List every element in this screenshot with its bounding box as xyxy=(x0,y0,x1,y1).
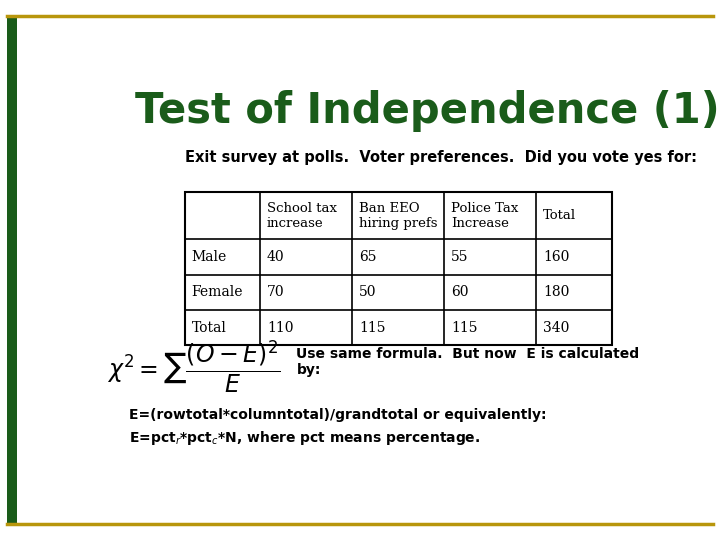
Text: E=(rowtotal*columntotal)/grandtotal or equivalently:: E=(rowtotal*columntotal)/grandtotal or e… xyxy=(129,408,546,422)
Text: 70: 70 xyxy=(267,286,284,300)
Text: Police Tax
Increase: Police Tax Increase xyxy=(451,201,518,229)
Text: 40: 40 xyxy=(267,250,284,264)
Text: 110: 110 xyxy=(267,321,293,335)
Text: Test of Independence (1): Test of Independence (1) xyxy=(135,90,719,132)
Text: E=pct$_r$*pct$_c$*N, where pct means percentage.: E=pct$_r$*pct$_c$*N, where pct means per… xyxy=(129,429,480,447)
Text: Use same formula.  But now  E is calculated
by:: Use same formula. But now E is calculate… xyxy=(297,347,639,377)
Bar xyxy=(185,192,612,346)
Text: Total: Total xyxy=(543,209,576,222)
Text: School tax
increase: School tax increase xyxy=(267,201,337,229)
Text: 65: 65 xyxy=(359,250,377,264)
Text: 160: 160 xyxy=(543,250,570,264)
Text: 115: 115 xyxy=(451,321,477,335)
Text: Ban EEO
hiring prefs: Ban EEO hiring prefs xyxy=(359,201,438,229)
Text: $\chi^2 = \sum\dfrac{(O-E)^2}{E}$: $\chi^2 = \sum\dfrac{(O-E)^2}{E}$ xyxy=(107,338,280,395)
Text: Male: Male xyxy=(192,250,227,264)
Text: 340: 340 xyxy=(543,321,570,335)
Text: Exit survey at polls.  Voter preferences.  Did you vote yes for:: Exit survey at polls. Voter preferences.… xyxy=(185,150,697,165)
Text: Total: Total xyxy=(192,321,226,335)
Text: 50: 50 xyxy=(359,286,377,300)
Text: 55: 55 xyxy=(451,250,469,264)
Text: 60: 60 xyxy=(451,286,469,300)
Text: 115: 115 xyxy=(359,321,385,335)
Text: Female: Female xyxy=(192,286,243,300)
Text: 180: 180 xyxy=(543,286,570,300)
